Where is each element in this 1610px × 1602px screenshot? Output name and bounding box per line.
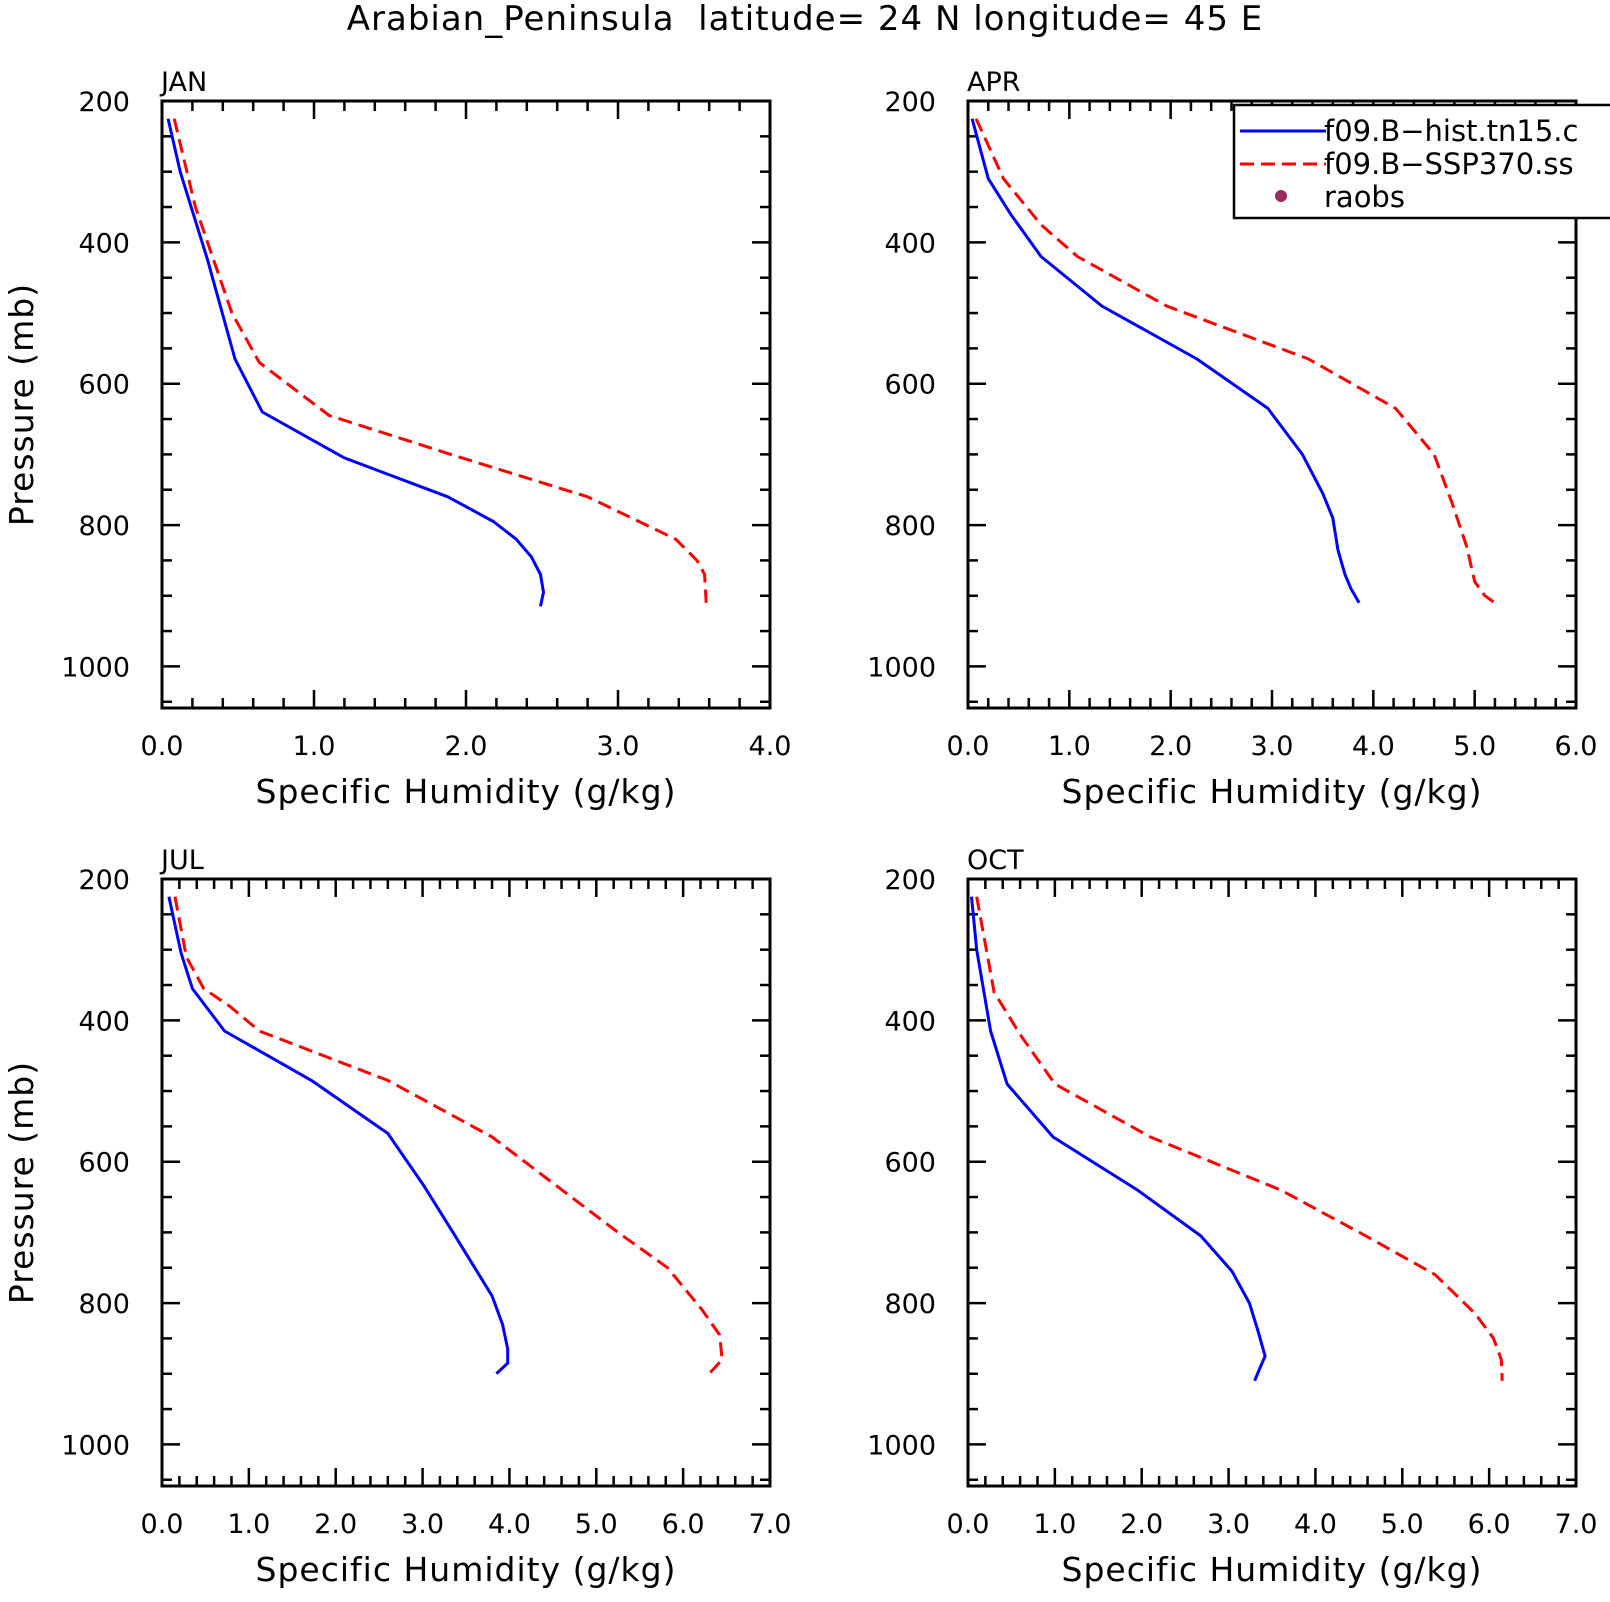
- y-axis-label: Pressure (mb): [2, 1061, 41, 1304]
- y-tick-label: 200: [78, 87, 130, 118]
- plot-frame: [160, 99, 772, 710]
- plot-frame: [160, 877, 772, 1488]
- panel-label: JUL: [159, 845, 204, 876]
- y-tick-label: 400: [884, 1006, 936, 1037]
- x-tick-label: 1.0: [1033, 1509, 1076, 1540]
- y-tick-label: 200: [78, 865, 130, 896]
- x-tick-label: 1.0: [293, 731, 336, 762]
- chart-panels: 0.0 1.0 2.0 3.0 4.0 200 400 600 800 1000 JAN Specif…: [2, 67, 1597, 1589]
- x-tick-label: 4.0: [488, 1509, 531, 1540]
- x-tick-label: 1.0: [227, 1509, 270, 1540]
- figure-title: Arabian_Peninsula latitude= 24 N longitu…: [347, 0, 1264, 39]
- y-tick-label: 600: [78, 1148, 130, 1179]
- y-tick-label: 600: [884, 370, 936, 401]
- series-line-hist: [167, 896, 510, 1375]
- x-tick-label: 0.0: [141, 731, 184, 762]
- x-tick-label: 0.0: [947, 1509, 990, 1540]
- x-tick-label: 2.0: [1149, 731, 1192, 762]
- x-tick-label: 4.0: [1294, 1509, 1337, 1540]
- legend-label: f09.B−SSP370.ss: [1324, 147, 1574, 181]
- y-tick-label: 1000: [867, 652, 936, 683]
- x-tick-label: 5.0: [575, 1509, 618, 1540]
- legend-marker-raobs: [1275, 190, 1287, 202]
- x-tick-label: 3.0: [1251, 731, 1294, 762]
- panel-jan: 0.0 1.0 2.0 3.0 4.0 200 400 600 800 1000 JAN Specif…: [2, 67, 791, 811]
- series-line-hist: [970, 896, 1267, 1382]
- y-tick-label: 600: [884, 1148, 936, 1179]
- x-axis-label: Specific Humidity (g/kg): [1062, 1550, 1483, 1589]
- legend-label: raobs: [1324, 180, 1405, 214]
- series-group: [970, 896, 1504, 1382]
- y-tick-label: 1000: [61, 652, 130, 683]
- x-tick-label: 4.0: [749, 731, 792, 762]
- x-tick-label: 3.0: [401, 1509, 444, 1540]
- y-tick-label: 800: [78, 511, 130, 542]
- series-line-hist: [166, 118, 545, 607]
- panel-oct: 0.0 1.0 2.0 3.0 4.0 5.0 6.0 7.0 200 400 600 800 1000…: [867, 845, 1597, 1589]
- panel-label: APR: [967, 67, 1021, 98]
- y-tick-label: 200: [884, 865, 936, 896]
- series-group: [970, 118, 1496, 605]
- x-tick-label: 6.0: [662, 1509, 705, 1540]
- y-tick-label: 800: [78, 1289, 130, 1320]
- x-tick-label: 0.0: [141, 1509, 184, 1540]
- x-tick-label: 6.0: [1468, 1509, 1511, 1540]
- series-line-ssp370: [172, 118, 708, 603]
- x-tick-label: 0.0: [947, 731, 990, 762]
- y-tick-label: 400: [884, 228, 936, 259]
- x-tick-label: 2.0: [314, 1509, 357, 1540]
- y-tick-label: 800: [884, 511, 936, 542]
- panel-jul: 0.0 1.0 2.0 3.0 4.0 5.0 6.0 7.0 200 400 600 800 1000…: [2, 845, 791, 1589]
- x-tick-label: 3.0: [1207, 1509, 1250, 1540]
- panel-label: JAN: [159, 67, 207, 98]
- x-tick-label: 6.0: [1555, 731, 1598, 762]
- y-tick-label: 200: [884, 87, 936, 118]
- y-tick-label: 600: [78, 370, 130, 401]
- y-tick-label: 1000: [61, 1430, 130, 1461]
- series-group: [166, 118, 708, 607]
- series-line-ssp370: [975, 896, 1504, 1381]
- x-tick-label: 3.0: [597, 731, 640, 762]
- y-tick-label: 800: [884, 1289, 936, 1320]
- x-axis-label: Specific Humidity (g/kg): [1062, 772, 1483, 811]
- x-tick-label: 2.0: [445, 731, 488, 762]
- series-group: [167, 896, 724, 1375]
- x-tick-label: 4.0: [1352, 731, 1395, 762]
- y-tick-label: 1000: [867, 1430, 936, 1461]
- x-tick-label: 7.0: [749, 1509, 792, 1540]
- x-axis-label: Specific Humidity (g/kg): [256, 1550, 677, 1589]
- x-tick-label: 2.0: [1120, 1509, 1163, 1540]
- x-tick-label: 1.0: [1048, 731, 1091, 762]
- legend-label: f09.B−hist.tn15.c: [1324, 114, 1578, 148]
- panel-apr: 0.0 1.0 2.0 3.0 4.0 5.0 6.0 200 400 600 800 1000 APR…: [867, 67, 1597, 811]
- y-axis-label: Pressure (mb): [2, 283, 41, 526]
- x-tick-label: 5.0: [1381, 1509, 1424, 1540]
- series-line-ssp370: [974, 118, 1496, 605]
- y-tick-label: 400: [78, 228, 130, 259]
- x-tick-label: 7.0: [1555, 1509, 1598, 1540]
- series-line-hist: [970, 118, 1361, 604]
- y-tick-label: 400: [78, 1006, 130, 1037]
- legend-box: [1232, 103, 1610, 220]
- series-line-ssp370: [173, 896, 724, 1375]
- x-tick-label: 5.0: [1453, 731, 1496, 762]
- panel-label: OCT: [967, 845, 1024, 876]
- plot-frame: [966, 877, 1578, 1488]
- x-axis-label: Specific Humidity (g/kg): [256, 772, 677, 811]
